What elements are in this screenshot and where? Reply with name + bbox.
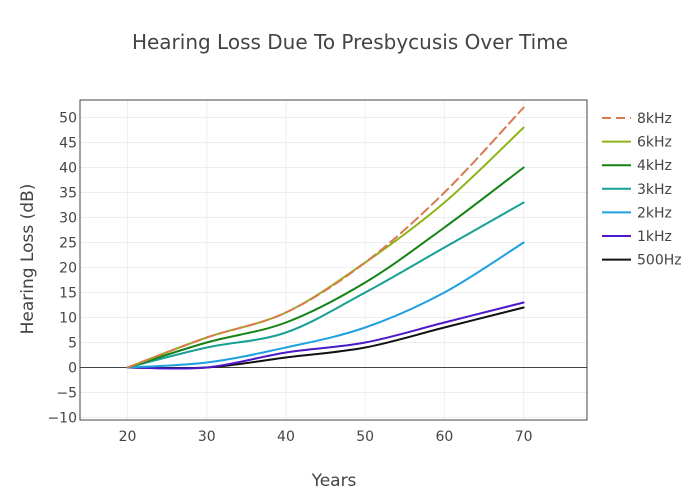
legend-label[interactable]: 2kHz (637, 205, 672, 221)
series-line-3khz[interactable] (126, 201, 525, 369)
x-tick-label: 20 (119, 429, 137, 445)
series-line-2khz[interactable] (126, 241, 525, 369)
plot-frame (79, 99, 588, 421)
y-axis-ticks: −10 −5 0 5 10 15 20 25 30 35 40 45 50 (47, 111, 77, 427)
y-tick-label: 30 (59, 211, 77, 227)
grid-lines (80, 100, 587, 420)
y-tick-label: 10 (59, 311, 77, 327)
x-tick-label: 40 (277, 429, 295, 445)
x-tick-label: 70 (515, 429, 533, 445)
x-tick-label: 30 (198, 429, 216, 445)
legend-label[interactable]: 4kHz (637, 158, 672, 174)
legend: 8kHz 6kHz 4kHz 3kHz 2kHz 1kHz 500Hz (602, 111, 682, 269)
series-line-1khz[interactable] (126, 301, 525, 370)
x-tick-label: 50 (356, 429, 374, 445)
y-tick-label: 5 (68, 336, 77, 352)
series-lines (126, 106, 525, 370)
y-tick-label: 35 (59, 186, 77, 202)
y-tick-label: 20 (59, 261, 77, 277)
x-axis-ticks: 20 30 40 50 60 70 (119, 429, 533, 445)
y-tick-label: 0 (68, 361, 77, 377)
y-tick-label: −10 (47, 411, 77, 427)
legend-label[interactable]: 3kHz (637, 182, 672, 198)
legend-label[interactable]: 8kHz (637, 111, 672, 127)
y-axis-title: Hearing Loss (dB) (18, 184, 38, 335)
y-tick-label: 15 (59, 286, 77, 302)
series-line-4khz[interactable] (126, 166, 525, 369)
legend-label[interactable]: 1kHz (637, 229, 672, 245)
chart-title: Hearing Loss Due To Presbycusis Over Tim… (132, 30, 568, 54)
y-tick-label: 40 (59, 161, 77, 177)
y-tick-label: 25 (59, 236, 77, 252)
y-tick-label: 45 (59, 136, 77, 152)
y-tick-label: 50 (59, 111, 77, 127)
x-axis-title: Years (311, 471, 357, 491)
series-line-8khz[interactable] (126, 106, 525, 369)
legend-label[interactable]: 500Hz (637, 253, 682, 269)
legend-label[interactable]: 6kHz (637, 135, 672, 151)
y-tick-label: −5 (56, 386, 77, 402)
x-tick-label: 60 (435, 429, 453, 445)
